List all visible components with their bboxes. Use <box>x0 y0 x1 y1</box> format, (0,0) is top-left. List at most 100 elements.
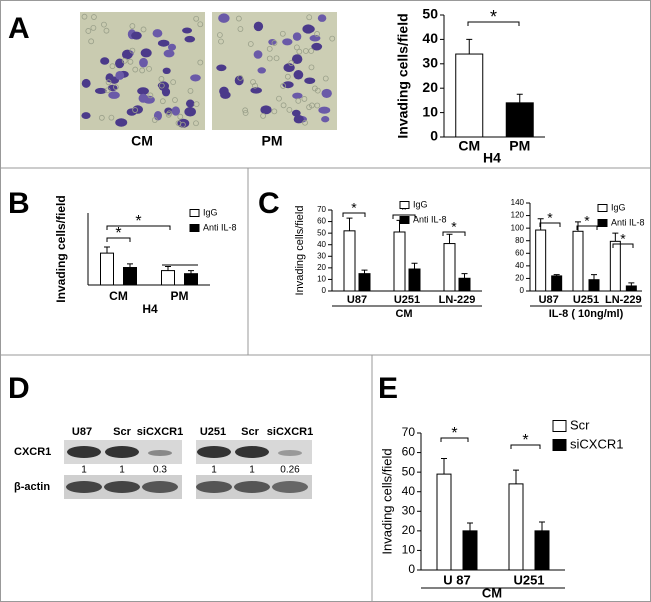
cell <box>250 87 262 94</box>
bracket <box>612 243 634 248</box>
cell <box>139 57 148 68</box>
pore <box>247 41 254 47</box>
pore <box>284 73 291 80</box>
pore <box>312 85 318 92</box>
cell <box>115 118 128 127</box>
bar <box>551 275 563 292</box>
cell <box>291 109 301 117</box>
x-tick-label: U87 <box>539 294 559 306</box>
cell <box>318 106 331 114</box>
band <box>105 446 139 458</box>
y-tick-label: 30 <box>422 55 438 71</box>
lane-label: Scr <box>241 426 259 438</box>
legend-swatch <box>189 209 200 217</box>
pore <box>108 114 115 121</box>
panel-letter: D <box>8 372 30 405</box>
pore <box>151 117 158 123</box>
legend-label: Anti IL-8 <box>611 217 645 227</box>
cell <box>184 106 196 117</box>
bar <box>358 273 371 292</box>
bar <box>393 231 406 292</box>
y-tick-label: 50 <box>422 6 438 22</box>
pore <box>193 120 199 127</box>
cell <box>121 49 133 60</box>
cell <box>126 108 137 116</box>
y-tick-label: 40 <box>402 484 416 498</box>
pore <box>286 106 293 113</box>
bar <box>408 268 421 292</box>
pore <box>293 44 300 51</box>
x-tick-label: U251 <box>513 572 544 587</box>
pore <box>101 21 107 28</box>
pore <box>85 28 92 34</box>
cell <box>131 31 142 40</box>
pore <box>193 15 200 22</box>
pore <box>146 65 152 72</box>
y-tick-label: 40 <box>515 261 524 270</box>
pore <box>177 113 184 120</box>
micrograph-label: CM <box>131 133 153 149</box>
pore <box>296 48 303 55</box>
legend-label: IgG <box>413 199 428 209</box>
pore <box>306 14 313 21</box>
legend-swatch <box>552 420 567 432</box>
cell <box>253 21 264 32</box>
cell <box>152 29 163 38</box>
chart: 0 10 20 30 40 50 60 70 Invading cells/field CM U87… <box>294 199 482 320</box>
band <box>67 446 101 458</box>
y-tick-label: 70 <box>402 425 416 439</box>
bar <box>443 243 456 292</box>
legend-swatch <box>189 224 200 232</box>
bar <box>455 53 484 138</box>
cell <box>282 81 294 89</box>
pore <box>279 30 286 37</box>
error-bar <box>467 522 473 531</box>
panel-letter: B <box>8 187 30 220</box>
lane-label: siCXCR1 <box>267 426 313 438</box>
band <box>104 481 140 493</box>
pore <box>308 48 315 54</box>
error-bar <box>539 521 545 531</box>
cell <box>185 99 195 108</box>
pore <box>172 97 178 103</box>
y-tick-label: 60 <box>317 217 326 226</box>
pore <box>235 15 242 22</box>
pore <box>242 110 249 116</box>
cell <box>216 64 227 72</box>
y-axis-label: Invading cells/field <box>294 206 306 296</box>
x-tick-label: U251 <box>573 294 599 306</box>
error-bar <box>553 274 560 276</box>
pore <box>197 21 204 28</box>
pore <box>271 40 278 46</box>
pore <box>306 104 313 111</box>
error-bar <box>461 273 468 279</box>
y-tick-label: 0 <box>520 286 525 295</box>
band <box>272 481 308 493</box>
cell <box>81 78 91 88</box>
pore <box>159 98 166 105</box>
panel-letter: A <box>8 12 30 45</box>
pore <box>158 76 165 82</box>
ratio: 0.26 <box>280 465 300 476</box>
y-tick-label: 40 <box>422 30 438 46</box>
pore <box>302 119 308 126</box>
cell <box>311 42 323 51</box>
cell <box>81 112 91 120</box>
cell <box>321 116 330 123</box>
pore <box>273 55 280 62</box>
ratio: 1 <box>81 465 87 476</box>
error-bar <box>127 263 133 268</box>
error-bar <box>165 265 171 271</box>
bracket <box>440 437 469 442</box>
cell <box>167 43 177 51</box>
cell <box>303 25 315 34</box>
x-axis-label: CM <box>482 585 502 600</box>
band <box>235 446 269 458</box>
error-bar <box>628 282 635 286</box>
cell <box>162 67 171 75</box>
legend-label: Anti IL-8 <box>413 214 447 224</box>
lane-label: U251 <box>200 426 226 438</box>
bar <box>609 240 621 292</box>
y-axis-label: Invading cells/field <box>395 13 411 138</box>
error-bar <box>346 217 353 231</box>
